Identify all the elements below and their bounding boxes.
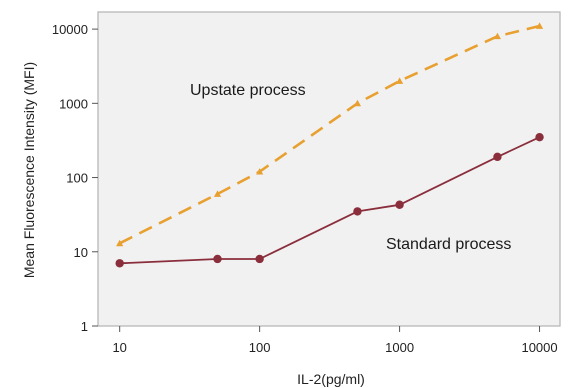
x-axis-label: IL-2(pg/ml) — [297, 371, 365, 387]
series-1-point — [535, 132, 544, 142]
x-tick-label: 1000 — [385, 340, 414, 355]
y-tick-label: 1 — [81, 319, 88, 334]
series-1-point — [213, 254, 222, 264]
y-tick-label: 10000 — [52, 22, 88, 37]
annotation-upstate-process: Upstate process — [190, 82, 306, 99]
x-tick-label: 10 — [112, 340, 126, 355]
series-1-point — [353, 207, 362, 216]
y-axis-label: Mean Fluorescence Intensity (MFI) — [21, 62, 37, 278]
series-0-point — [493, 32, 502, 40]
series-1-point — [395, 200, 404, 209]
y-axis-ticks: 1 10 100 1000 10000 — [52, 22, 98, 334]
series-layer — [115, 22, 544, 268]
annotation-standard-process: Standard process — [386, 236, 511, 253]
x-tick-label: 10000 — [521, 340, 557, 355]
series-1-point — [493, 152, 502, 162]
series-0-point — [395, 77, 404, 84]
y-tick-label: 10 — [74, 245, 88, 260]
x-tick-label: 100 — [249, 340, 271, 355]
x-axis-ticks: 10 100 1000 10000 — [112, 326, 558, 355]
series-0-point — [535, 22, 544, 29]
series-1-point — [255, 254, 264, 264]
y-tick-label: 100 — [66, 171, 88, 186]
series-0-point — [213, 190, 222, 197]
series-0-point — [256, 168, 264, 175]
plot-area — [97, 11, 561, 327]
series-1-point — [115, 259, 124, 268]
y-tick-label: 1000 — [59, 96, 88, 111]
series-0-point — [116, 239, 124, 247]
series-0-point — [353, 99, 362, 107]
